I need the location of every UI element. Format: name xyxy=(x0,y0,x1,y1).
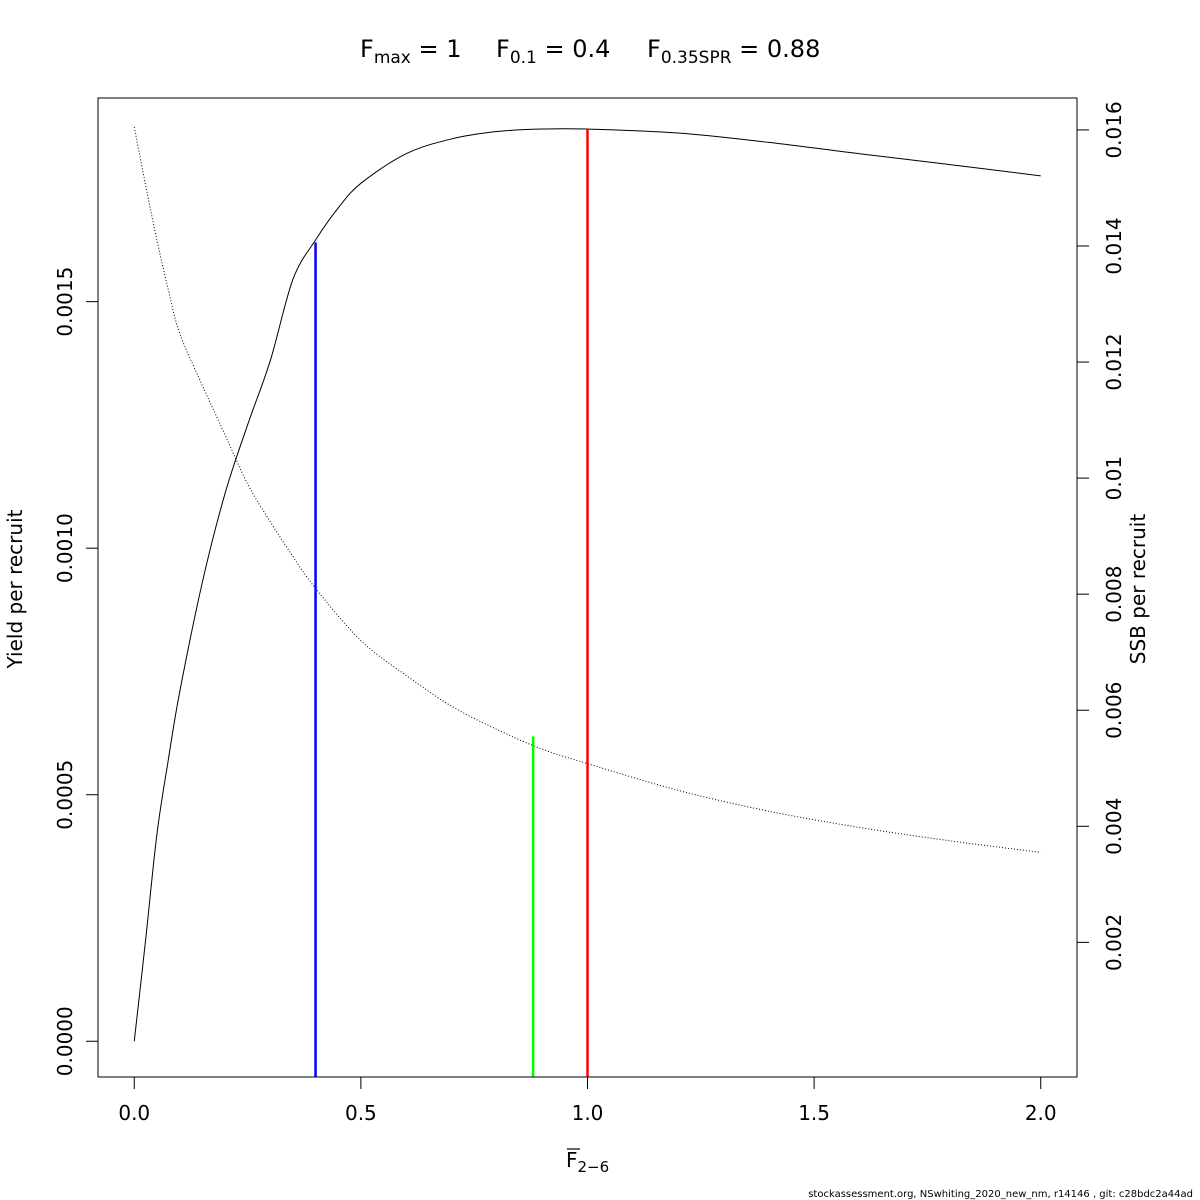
x-tick-label: 2.0 xyxy=(1025,1101,1057,1125)
ssb-per-recruit-line xyxy=(133,126,1041,853)
y-axis-right: 0.002 0.004 0.006 0.008 0.01 0.012 0.014 0.016 xyxy=(1076,101,1126,971)
y-axis-right-label: SSB per recruit xyxy=(1126,514,1150,665)
title-f01-value: = 0.4 xyxy=(537,35,611,63)
y-right-tick-label: 0.002 xyxy=(1102,914,1126,971)
y-left-tick-label: 0.0000 xyxy=(53,1006,77,1076)
x-tick-label: 1.0 xyxy=(572,1101,604,1125)
x-axis-label-base: F xyxy=(566,1148,578,1172)
title-fmax: Fmax = 1 xyxy=(360,35,462,68)
x-axis-label-text: F2−6 xyxy=(566,1148,609,1176)
x-axis-label: F2−6 xyxy=(566,1148,609,1176)
chart-title: Fmax = 1 F0.1 = 0.4 F0.35SPR = 0.88 xyxy=(360,35,820,68)
title-f01-sub: 0.1 xyxy=(510,48,537,68)
title-f35-base: F xyxy=(647,35,661,63)
title-f35: F0.35SPR = 0.88 xyxy=(647,35,820,68)
title-f01-base: F xyxy=(496,35,510,63)
reference-lines xyxy=(314,129,589,1077)
footer-credit: stockassessment.org, NSwhiting_2020_new_… xyxy=(808,1189,1193,1200)
x-tick-label: 0.0 xyxy=(118,1101,150,1125)
title-fmax-sub: max xyxy=(374,48,411,68)
y-right-tick-label: 0.008 xyxy=(1102,566,1126,623)
title-f01: F0.1 = 0.4 xyxy=(496,35,610,68)
title-f35-value: = 0.88 xyxy=(732,35,821,63)
y-left-tick-label: 0.0005 xyxy=(53,760,77,830)
y-right-tick-label: 0.004 xyxy=(1102,798,1126,855)
x-axis-label-sub: 2−6 xyxy=(578,1158,610,1176)
x-axis: 0.0 0.5 1.0 1.5 2.0 xyxy=(118,1076,1057,1125)
series-layer xyxy=(133,126,1041,1042)
y-right-tick-label: 0.006 xyxy=(1102,682,1126,739)
y-axis-left-label: Yield per recruit xyxy=(3,509,27,669)
title-f35-sub: 0.35SPR xyxy=(661,48,732,68)
y-left-tick-label: 0.0010 xyxy=(53,513,77,583)
yield-per-recruit-line xyxy=(133,128,1041,1042)
y-left-tick-label: 0.0015 xyxy=(53,267,77,337)
x-tick-label: 0.5 xyxy=(345,1101,377,1125)
y-axis-left: 0.0000 0.0005 0.0010 0.0015 xyxy=(53,267,99,1076)
y-right-tick-label: 0.016 xyxy=(1102,101,1126,158)
y-right-tick-label: 0.012 xyxy=(1102,333,1126,390)
x-tick-label: 1.5 xyxy=(798,1101,830,1125)
y-right-tick-label: 0.014 xyxy=(1102,217,1126,274)
title-fmax-value: = 1 xyxy=(411,35,462,63)
y-right-tick-label: 0.01 xyxy=(1102,456,1126,501)
title-fmax-base: F xyxy=(360,35,374,63)
